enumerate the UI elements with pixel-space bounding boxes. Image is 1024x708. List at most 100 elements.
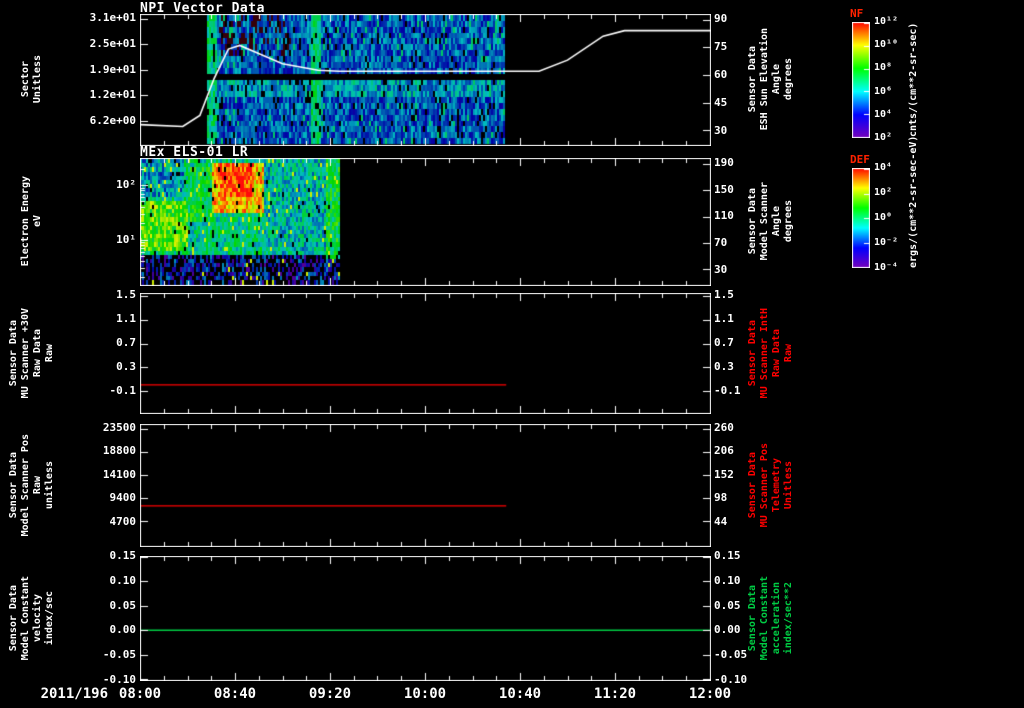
axis-label-line: Model Scanner — [758, 182, 770, 261]
y-tick-label-left: 14100 — [102, 467, 136, 481]
colorbar-tick-label: 10¹² — [874, 16, 899, 27]
panel-canvas-model-scanner-pos — [140, 424, 711, 547]
y-tick-label-right: 0.05 — [714, 598, 741, 612]
axis-label-line: Model Constant — [19, 575, 31, 661]
time-tick-label: 10:00 — [403, 686, 447, 702]
nf-colorbar-unit-label: cnts/(cm**2-sr-sec) — [908, 22, 919, 138]
y-tick-label-left: 1.5 — [116, 288, 136, 302]
y-tick-label-left: 1.1 — [116, 312, 136, 326]
axis-label-line: Sensor Data — [7, 584, 19, 652]
colorbar-tick-label: 10¹⁰ — [874, 39, 899, 51]
axis-label-line: index/sec**2 — [782, 581, 794, 655]
y-tick-label-right: 150 — [714, 182, 734, 196]
y-tick-label-left: 0.7 — [116, 336, 136, 350]
axis-label-line: Sensor Data — [7, 319, 19, 387]
y-tick-label-right: -0.10 — [714, 673, 748, 686]
axis-label-line: ESH Sun Elevation — [758, 28, 770, 131]
y-tick-label-right: 0.3 — [714, 360, 734, 374]
y-tick-label-left: -0.1 — [109, 384, 137, 398]
y-tick-label-left: 23500 — [102, 421, 136, 435]
axis-label-line: unitless — [43, 460, 55, 510]
y-tick-label-right: 1.5 — [714, 288, 734, 302]
axis-label-line: Sensor Data — [746, 319, 758, 387]
axis-label-line: Sensor Data — [746, 451, 758, 519]
time-tick-label: 09:20 — [308, 686, 352, 702]
date-label: 2011/196 — [40, 686, 108, 702]
axis-label-line: Telemetry — [770, 457, 782, 513]
axis-label-line: Unitless — [782, 460, 794, 510]
y-tick-label-right: 30 — [714, 123, 728, 137]
axis-name-els-right: Sensor Data Model Scanner Angle degrees — [744, 158, 796, 285]
y-tick-label-left: 0.15 — [109, 549, 137, 562]
nf-colorbar — [852, 22, 870, 138]
y-tick-label-left: 10¹ — [116, 232, 136, 246]
y-tick-label-right: 0.00 — [714, 623, 741, 637]
y-tick-label-left: 0.00 — [109, 623, 137, 637]
axis-name-npi-right: Sensor Data ESH Sun Elevation Angle degrees — [744, 14, 796, 145]
axis-label-line: Electron Energy — [19, 176, 31, 267]
def-colorbar — [852, 168, 870, 268]
colorbar-tick-label: 10⁰ — [874, 212, 893, 223]
axis-label-line: Raw Data — [31, 328, 43, 378]
axis-label-line: degrees — [782, 58, 794, 101]
y-tick-label-right: 60 — [714, 67, 728, 81]
y-tick-label-left: 3.1e+01 — [89, 10, 136, 24]
axis-label-line: eV — [31, 215, 43, 228]
y-tick-label-left: 0.3 — [116, 360, 136, 374]
colorbar-tick-label: 10⁸ — [874, 62, 893, 74]
y-tick-label-right: 152 — [714, 467, 734, 481]
y-tick-label-left: 0.05 — [109, 598, 137, 612]
y-tick-label-left: 9400 — [109, 491, 137, 505]
y-tick-label-right: 1.1 — [714, 312, 734, 326]
def-colorbar-title: DEF — [850, 153, 870, 166]
y-tick-label-right: -0.05 — [714, 648, 748, 662]
y-tick-label-right: -0.1 — [714, 384, 741, 398]
axis-label-line: Sensor Data — [746, 46, 758, 113]
axis-label-line: Sector — [19, 61, 31, 98]
colorbar-tick-label: 10⁴ — [874, 108, 893, 120]
els-panel-title: MEx ELS-01 LR — [140, 145, 249, 160]
y-tick-label-right: 0.7 — [714, 336, 734, 350]
axis-name-model-scanner-pos-right: Sensor Data MU Scanner Pos Telemetry Unitle… — [744, 424, 796, 546]
time-tick-label: 11:20 — [593, 686, 637, 702]
time-tick-label: 08:00 — [118, 686, 162, 702]
y-tick-label-left: 2.5e+01 — [89, 36, 136, 50]
y-tick-label-left: 6.2e+00 — [89, 114, 136, 128]
panel-canvas-els — [140, 158, 711, 286]
axis-label-line: Model Constant — [758, 575, 770, 661]
axis-label-line: velocity — [31, 593, 43, 643]
y-tick-label-right: 44 — [714, 514, 728, 528]
axis-label-line: Angle — [770, 64, 782, 95]
y-tick-label-right: 206 — [714, 444, 734, 458]
time-tick-label: 12:00 — [688, 686, 732, 702]
axis-name-model-constant-left: Sensor Data Model Constant velocity index/s… — [7, 556, 55, 680]
y-tick-label-right: 0.15 — [714, 549, 741, 562]
colorbar-tick-label: 10⁶ — [874, 85, 893, 97]
y-tick-label-right: 98 — [714, 491, 728, 505]
axis-label-line: Unitless — [31, 55, 43, 104]
y-tick-label-right: 30 — [714, 262, 728, 276]
axis-label-line: Raw Data — [770, 328, 782, 378]
y-tick-label-left: 1.2e+01 — [89, 88, 136, 102]
axis-label-line: Raw — [43, 343, 55, 363]
y-tick-label-right: 260 — [714, 421, 734, 435]
axis-label-line: Raw — [31, 475, 43, 495]
axis-label-line: Model Scanner Pos — [19, 433, 31, 537]
axis-label-line: degrees — [782, 200, 794, 243]
axis-name-model-constant-right: Sensor Data Model Constant acceleration ind… — [744, 556, 796, 680]
y-tick-label-right: 0.10 — [714, 573, 741, 587]
panel-canvas-npi — [140, 14, 711, 146]
time-tick-label: 10:40 — [498, 686, 542, 702]
def-colorbar-unit-label: ergs/(cm**2-sr-sec-eV) — [908, 135, 919, 268]
axis-label-line: Sensor Data — [746, 584, 758, 652]
y-tick-label-right: 75 — [714, 39, 728, 53]
axis-name-mu-scanner-30v-right: Sensor Data MU Scanner IntH Raw Data Raw — [744, 293, 796, 413]
nf-colorbar-title: NF — [850, 7, 864, 20]
y-tick-label-right: 45 — [714, 95, 728, 109]
y-tick-label-left: 1.9e+01 — [89, 62, 136, 76]
colorbar-tick-label: 10⁴ — [874, 162, 893, 173]
colorbar-tick-label: 10² — [874, 132, 893, 143]
axis-name-els-left: Electron Energy eV — [8, 158, 54, 285]
colorbar-tick-label: 10² — [874, 187, 893, 198]
